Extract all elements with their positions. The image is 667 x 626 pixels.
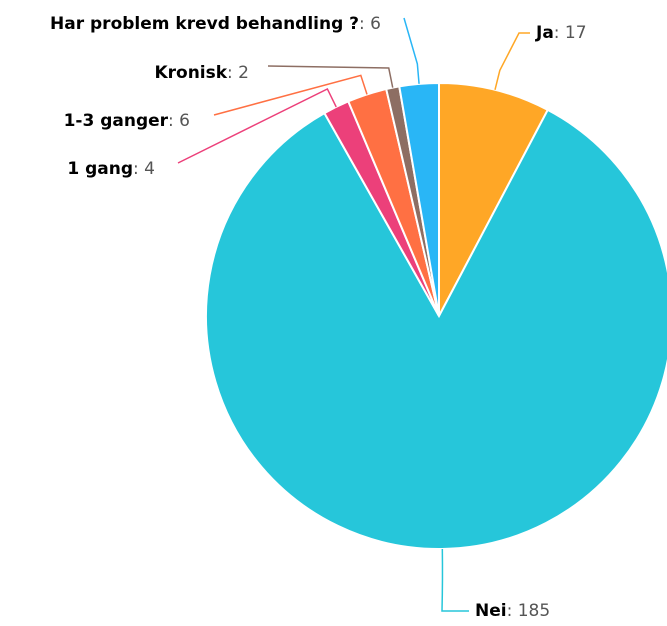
pie-slice-nei [205,108,667,550]
connector-1-3-ganger [213,74,368,116]
slice-label-1-3-ganger: 1-3 ganger: 6 [64,111,190,131]
slice-label-kronisk: Kronisk: 2 [154,63,249,83]
slice-label-1-gang: 1 gang: 4 [67,159,155,179]
slice-labels: Ja: 17 Nei: 185 1 gang: 4 1-3 ganger: 6 Kron… [50,14,587,621]
label-connectors [177,17,530,612]
pie-slice-ja [438,81,550,317]
connector-nei [441,548,469,612]
slice-label-nei: Nei: 185 [475,601,550,621]
pie-slices [205,81,667,550]
connector-har-problem-krevd-behandling [403,17,420,84]
connector-ja [494,32,530,91]
connector-1-gang [177,87,337,164]
slice-label-har-problem-krevd-behandling: Har problem krevd behandling ?: 6 [50,14,381,34]
connector-kronisk [267,65,394,88]
slice-label-ja: Ja: 17 [535,23,587,43]
